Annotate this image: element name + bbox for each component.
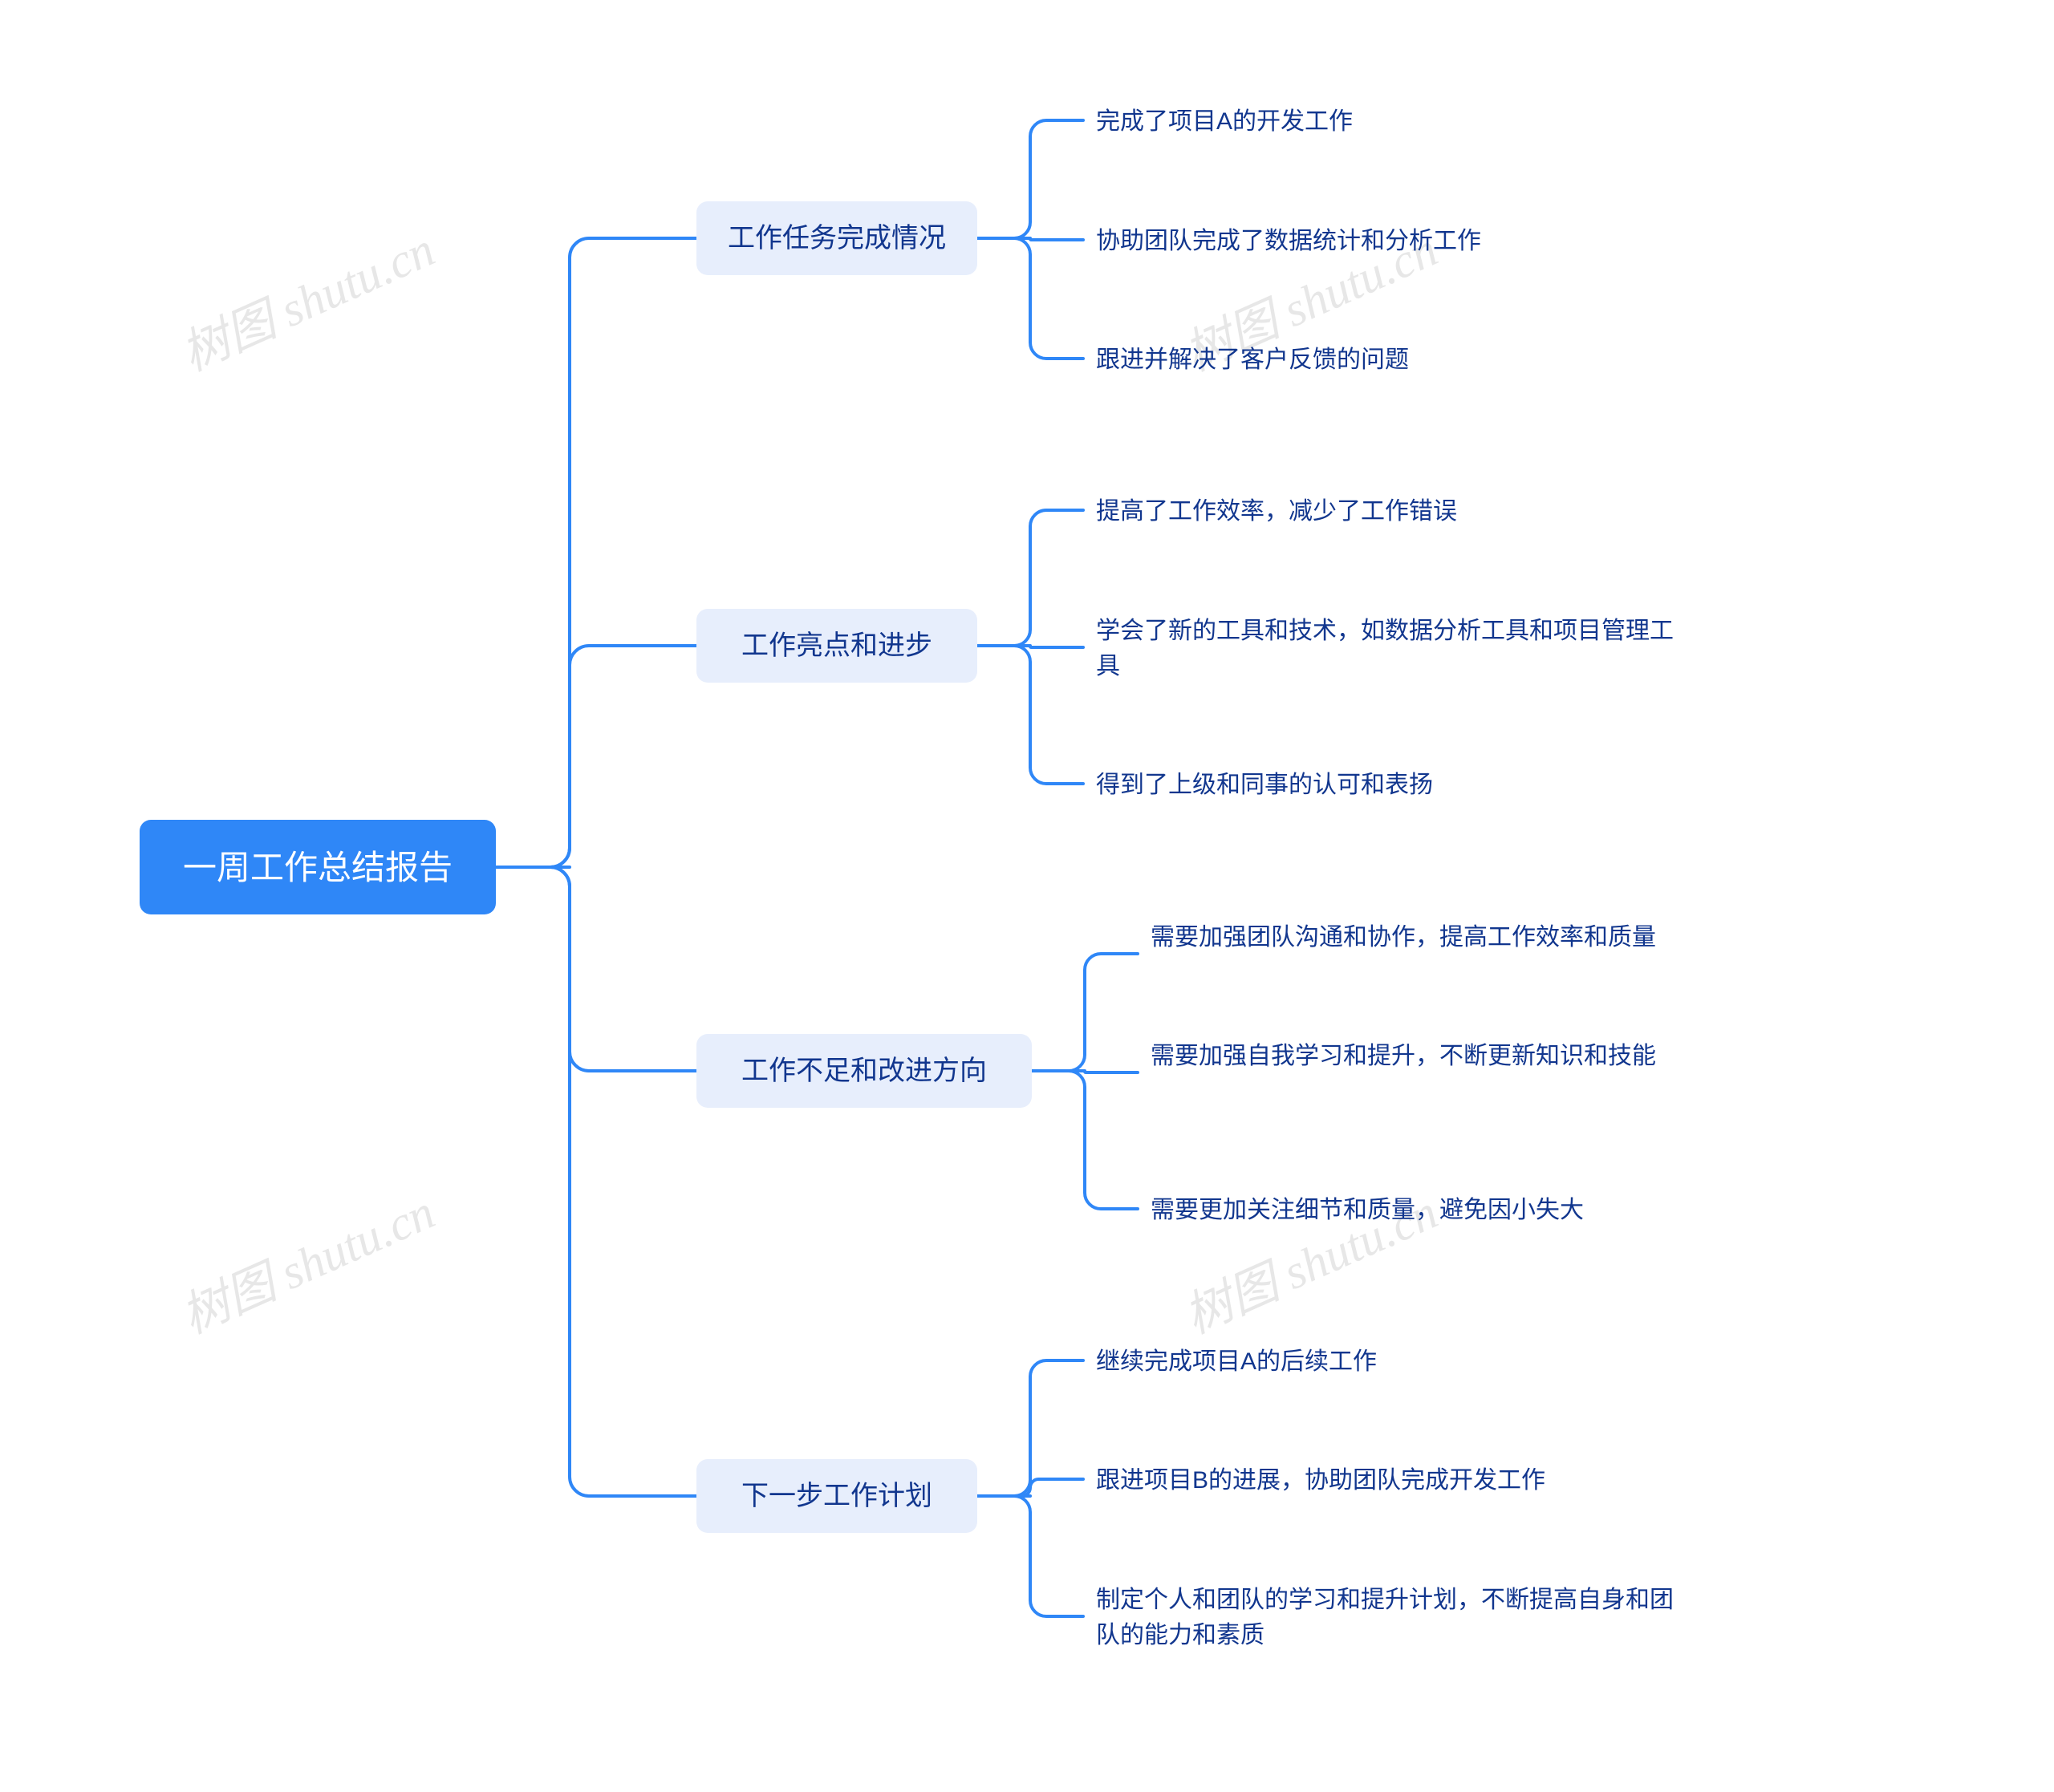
leaf-text: 跟进并解决了客户反馈的问题 (1096, 347, 1409, 373)
leaf-node: 完成了项目A的开发工作 (1096, 104, 1610, 140)
leaf-text: 跟进项目B的进展，协助团队完成开发工作 (1096, 1467, 1545, 1494)
leaf-text: 协助团队完成了数据统计和分析工作 (1096, 228, 1481, 254)
leaf-node: 需要加强自我学习和提升，不断更新知识和技能 (1151, 1039, 1728, 1074)
leaf-node: 跟进并解决了客户反馈的问题 (1096, 343, 1610, 378)
branch-label: 下一步工作计划 (741, 1476, 932, 1517)
leaf-node: 制定个人和团队的学习和提升计划，不断提高自身和团队的能力和素质 (1096, 1583, 1674, 1652)
mindmap-canvas: 树图 shutu.cn 树图 shutu.cn 树图 shutu.cn 树图 s… (0, 0, 2054, 1792)
leaf-text: 需要加强团队沟通和协作，提高工作效率和质量 (1151, 924, 1656, 951)
watermark: 树图 shutu.cn (168, 211, 444, 384)
leaf-node: 继续完成项目A的后续工作 (1096, 1344, 1610, 1380)
leaf-text: 学会了新的工具和技术，如数据分析工具和项目管理工具 (1096, 618, 1674, 679)
leaf-text: 完成了项目A的开发工作 (1096, 108, 1353, 135)
leaf-node: 需要更加关注细节和质量，避免因小失大 (1151, 1193, 1728, 1228)
leaf-text: 得到了上级和同事的认可和表扬 (1096, 772, 1433, 798)
leaf-node: 协助团队完成了数据统计和分析工作 (1096, 224, 1610, 259)
leaf-text: 提高了工作效率，减少了工作错误 (1096, 498, 1457, 525)
branch-label: 工作不足和改进方向 (741, 1051, 987, 1092)
leaf-text: 需要加强自我学习和提升，不断更新知识和技能 (1151, 1043, 1656, 1069)
leaf-node: 得到了上级和同事的认可和表扬 (1096, 768, 1610, 803)
branch-node: 工作亮点和进步 (696, 609, 977, 683)
leaf-node: 学会了新的工具和技术，如数据分析工具和项目管理工具 (1096, 614, 1674, 683)
branch-node: 工作任务完成情况 (696, 201, 977, 275)
root-node: 一周工作总结报告 (140, 820, 496, 914)
watermark: 树图 shutu.cn (168, 1174, 444, 1347)
branch-node: 下一步工作计划 (696, 1459, 977, 1533)
branch-label: 工作任务完成情况 (728, 218, 946, 259)
leaf-node: 跟进项目B的进展，协助团队完成开发工作 (1096, 1463, 1674, 1498)
leaf-text: 需要更加关注细节和质量，避免因小失大 (1151, 1197, 1584, 1223)
leaf-node: 提高了工作效率，减少了工作错误 (1096, 494, 1642, 529)
leaf-text: 继续完成项目A的后续工作 (1096, 1348, 1377, 1375)
leaf-node: 需要加强团队沟通和协作，提高工作效率和质量 (1151, 920, 1728, 955)
branch-label: 工作亮点和进步 (741, 626, 932, 667)
branch-node: 工作不足和改进方向 (696, 1034, 1032, 1108)
leaf-text: 制定个人和团队的学习和提升计划，不断提高自身和团队的能力和素质 (1096, 1587, 1674, 1648)
root-label: 一周工作总结报告 (183, 842, 453, 893)
